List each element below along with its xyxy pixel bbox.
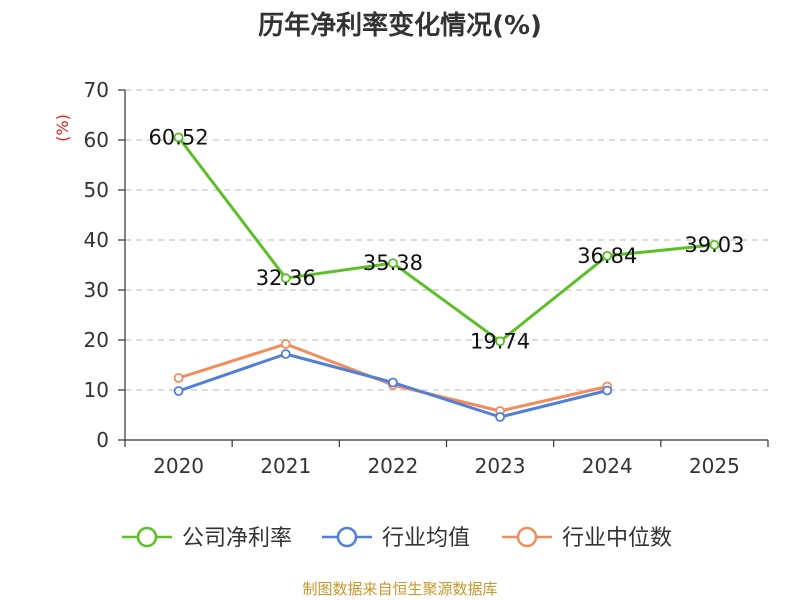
data-label-2023: 19.74 [470,329,530,353]
y-tick-label-40: 40 [84,228,109,252]
y-tick-label-20: 20 [84,328,109,352]
y-tick-label-60: 60 [84,128,109,152]
legend-label-2: 行业均值 [382,526,470,551]
series-1-point-2022 [388,258,398,269]
data-labels: 60.52 32.36 35.38 19.74 36.84 39.03 [149,125,745,353]
x-tick-label-2024: 2024 [582,454,633,478]
data-label-2021: 32.36 [256,266,316,290]
data-label-2020: 60.52 [149,125,209,149]
y-tick-label-0: 0 [96,428,109,452]
legend-label-1: 公司净利率 [182,526,292,551]
x-tick-label-2020: 2020 [153,454,204,478]
series-2-point-2023 [495,412,505,422]
y-tick-label-10: 10 [84,378,109,402]
grid-lines [125,89,768,391]
x-tick-label-2023: 2023 [475,454,526,478]
series-1-point-2023 [495,336,505,347]
y-tick-label-30: 30 [84,278,109,302]
legend-marker-2 [336,526,358,548]
legend-marker-1 [136,526,158,548]
series-2-point-2024 [602,385,613,396]
series-2-point-2021 [280,349,291,359]
data-label-2024: 36.84 [577,244,637,268]
x-tick-label-2022: 2022 [367,454,418,478]
series-1-point-2024 [602,250,613,261]
series-3-point-2020 [173,373,184,383]
legend-label-3: 行业中位数 [562,526,672,551]
series-1-point-2021 [280,273,291,284]
y-tick-label-50: 50 [84,178,109,202]
y-axis-unit-label: (%) [53,114,72,142]
series-line-1 [177,136,715,343]
data-label-2022: 35.38 [363,251,423,275]
x-tick-label-2021: 2021 [260,454,311,478]
series-group [173,132,720,422]
x-tick-label-2025: 2025 [689,454,740,478]
series-2-point-2022 [388,377,398,388]
series-2-point-2020 [173,386,184,396]
source-note: 制图数据来自恒生聚源数据库 [302,580,497,598]
series-1-point-2020 [173,132,184,143]
legend-marker-3 [516,526,538,548]
y-tick-label-70: 70 [84,78,109,102]
series-3-point-2021 [280,339,291,349]
series-1-point-2025 [709,239,720,250]
legend: 公司净利率 行业均值 行业中位数 [122,526,672,551]
series-line-3 [178,342,608,413]
axes: 0 10 20 30 40 50 60 70 2020 2021 2022 2023 2024 2025 [84,78,769,478]
data-label-2025: 39.03 [684,233,744,257]
chart-title: 历年净利率变化情况(%) [258,10,542,41]
